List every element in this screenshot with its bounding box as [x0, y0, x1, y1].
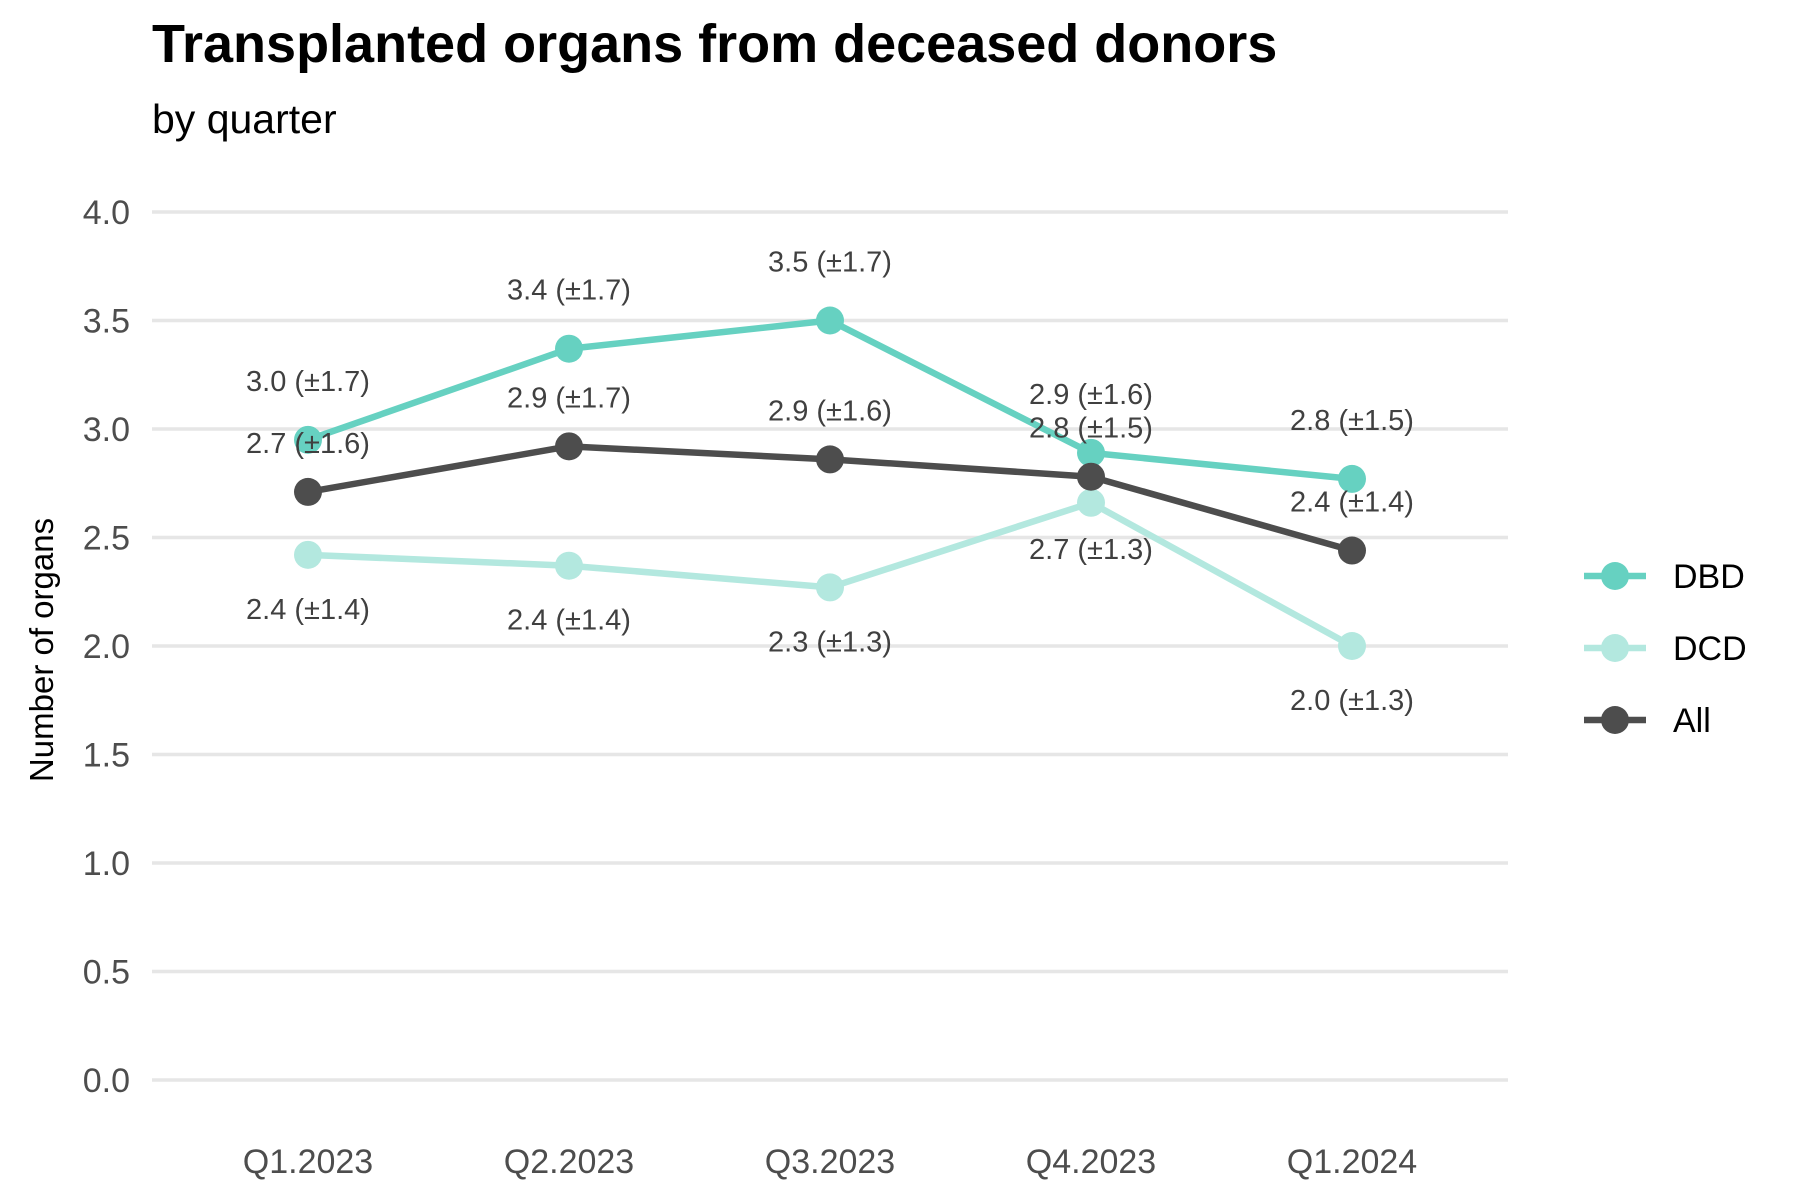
data-point-dcd	[816, 573, 844, 602]
gridlines	[152, 210, 1508, 1082]
data-point-dcd	[1077, 488, 1105, 517]
x-tick-label: Q2.2023	[504, 1143, 634, 1181]
data-label-all: 2.9 (±1.6)	[768, 395, 892, 427]
data-label-dbd: 2.9 (±1.6)	[1029, 379, 1153, 411]
y-tick-label: 3.5	[83, 303, 130, 341]
x-tick-label: Q4.2023	[1026, 1143, 1156, 1181]
legend-key-point	[1601, 706, 1629, 734]
series-lines	[294, 306, 1366, 660]
data-point-all	[816, 445, 844, 474]
x-tick-label: Q1.2023	[243, 1143, 373, 1181]
legend-label-all: All	[1673, 702, 1711, 740]
data-label-all: 2.8 (±1.5)	[1029, 413, 1153, 445]
data-point-all	[1077, 462, 1105, 491]
data-point-dcd	[1338, 632, 1366, 660]
data-label-dbd: 3.4 (±1.7)	[507, 275, 631, 307]
data-label-dcd: 2.7 (±1.3)	[1029, 534, 1153, 566]
y-axis-ticks: 0.0 0.5 1.0 1.5 2.0 2.5 3.0 3.5 4.0	[83, 194, 130, 1100]
legend: DBD DCD All	[1584, 558, 1747, 740]
y-tick-label: 0.5	[83, 954, 130, 992]
data-label-dbd: 2.8 (±1.5)	[1290, 405, 1414, 437]
legend-key-point	[1601, 562, 1629, 590]
y-tick-label: 0.0	[83, 1062, 130, 1100]
data-label-all: 2.9 (±1.7)	[507, 382, 631, 414]
y-tick-label: 2.0	[83, 628, 130, 666]
data-label-dcd: 2.3 (±1.3)	[768, 626, 892, 658]
y-tick-label: 3.0	[83, 411, 130, 449]
data-label-dcd: 2.0 (±1.3)	[1290, 685, 1414, 717]
data-label-dcd: 2.4 (±1.4)	[507, 605, 631, 637]
y-tick-label: 2.5	[83, 520, 130, 558]
legend-key-point	[1601, 634, 1629, 662]
data-label-all: 2.7 (±1.6)	[246, 428, 370, 460]
data-labels: 3.0 (±1.7) 3.4 (±1.7) 3.5 (±1.7) 2.9 (±1.6)…	[246, 247, 1414, 718]
data-point-dbd	[1338, 464, 1366, 493]
y-tick-label: 1.5	[83, 737, 130, 775]
x-tick-label: Q3.2023	[765, 1143, 895, 1181]
data-point-dbd	[555, 334, 583, 363]
data-label-dbd: 3.5 (±1.7)	[768, 247, 892, 279]
chart-subtitle: by quarter	[152, 96, 337, 142]
x-tick-label: Q1.2024	[1287, 1143, 1417, 1181]
y-axis-title: Number of organs	[23, 518, 60, 782]
data-point-all	[555, 432, 583, 461]
data-point-dbd	[1077, 438, 1105, 467]
data-label-all: 2.4 (±1.4)	[1290, 487, 1414, 519]
legend-label-dcd: DCD	[1673, 630, 1747, 668]
chart-title: Transplanted organs from deceased donors	[152, 14, 1277, 74]
data-point-dcd	[555, 551, 583, 580]
y-tick-label: 1.0	[83, 845, 130, 883]
data-point-all	[1338, 536, 1366, 565]
data-point-all	[294, 477, 322, 506]
x-axis-ticks: Q1.2023 Q2.2023 Q3.2023 Q4.2023 Q1.2024	[243, 1143, 1417, 1181]
data-point-dcd	[294, 540, 322, 569]
data-point-dbd	[294, 425, 322, 454]
data-label-dbd: 3.0 (±1.7)	[246, 366, 370, 398]
data-label-dcd: 2.4 (±1.4)	[246, 594, 370, 626]
data-point-dbd	[816, 306, 844, 335]
y-tick-label: 4.0	[83, 194, 130, 232]
legend-label-dbd: DBD	[1673, 558, 1745, 596]
